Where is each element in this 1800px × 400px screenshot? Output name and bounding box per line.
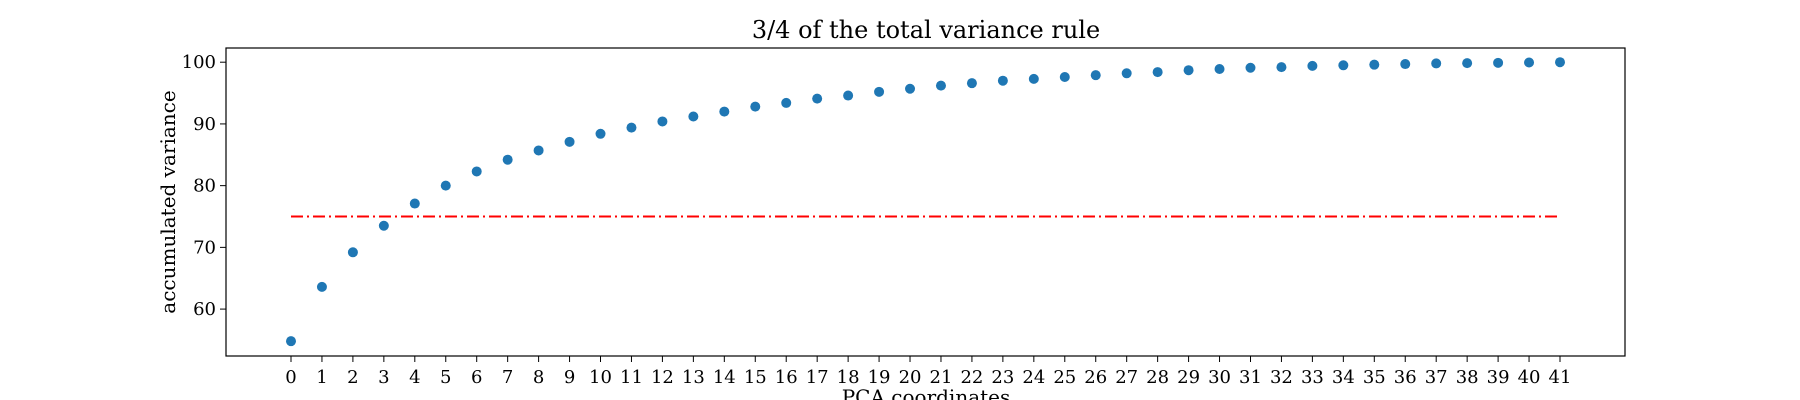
data-point [1338,60,1349,71]
x-tick-label: 15 [744,367,767,388]
data-point [1431,58,1442,69]
y-tick-label: 80 [193,176,216,197]
x-tick-label: 32 [1270,367,1293,388]
data-point [781,97,792,108]
data-point [409,198,420,209]
data-point [1152,67,1163,78]
x-tick-label: 12 [651,367,674,388]
data-point [471,166,482,177]
data-point [1183,65,1194,76]
y-tick-label: 100 [182,52,216,73]
data-point [812,93,823,104]
x-tick-label: 18 [837,367,860,388]
data-point [626,122,637,133]
data-point [316,281,327,292]
x-tick-label: 22 [960,367,983,388]
y-tick-label: 90 [193,114,216,135]
x-axis-label: PCA coordinates [842,385,1011,400]
data-point [997,75,1008,86]
data-point [564,136,575,147]
data-point [1307,60,1318,71]
x-tick-label: 1 [316,367,327,388]
data-point [1090,70,1101,81]
data-point [843,90,854,101]
data-point [657,116,668,127]
data-point [1028,73,1039,84]
data-point [1059,72,1070,83]
data-point [378,220,389,231]
x-tick-label: 17 [806,367,829,388]
x-tick-label: 8 [533,367,544,388]
x-tick-label: 25 [1053,367,1076,388]
x-tick-label: 31 [1239,367,1262,388]
y-tick-label: 60 [193,299,216,320]
data-point [1214,63,1225,74]
data-point [1400,59,1411,70]
x-tick-label: 27 [1115,367,1138,388]
data-point [966,78,977,89]
x-tick-label: 9 [564,367,575,388]
x-tick-label: 5 [440,367,451,388]
data-point [502,154,513,165]
y-axis-ticks: 60 70 80 90 100 [182,52,226,320]
x-tick-label: 23 [991,367,1014,388]
x-tick-label: 38 [1456,367,1479,388]
x-axis-ticks: 0 1 2 3 4 5 6 7 8 9 10 11 12 13 14 15 16 17 18 19 20 21 22 23 24… [285,356,1571,388]
x-tick-label: 10 [589,367,612,388]
data-point [874,86,885,97]
y-axis-label: accumulated variance [156,90,180,313]
data-point [440,180,451,191]
data-point [533,145,544,156]
x-tick-label: 4 [409,367,420,388]
x-tick-label: 41 [1549,367,1572,388]
data-point [719,106,730,117]
x-tick-label: 7 [502,367,513,388]
x-tick-label: 24 [1022,367,1045,388]
x-tick-label: 16 [775,367,798,388]
x-tick-label: 6 [471,367,482,388]
x-tick-label: 29 [1177,367,1200,388]
data-point [595,128,606,139]
plot-area-frame [225,47,1626,357]
x-tick-label: 40 [1518,367,1541,388]
y-tick-label: 70 [193,237,216,258]
data-point [1369,59,1380,70]
x-tick-label: 30 [1208,367,1231,388]
data-point [688,111,699,122]
x-tick-label: 11 [620,367,643,388]
x-tick-label: 36 [1394,367,1417,388]
data-point [1121,68,1132,79]
data-point [1276,62,1287,73]
x-tick-label: 35 [1363,367,1386,388]
data-point [750,101,761,112]
x-tick-label: 20 [899,367,922,388]
data-points [285,57,1566,347]
data-point [1493,57,1504,68]
data-point [935,80,946,91]
data-point [285,336,296,347]
x-tick-label: 34 [1332,367,1355,388]
data-point [347,247,358,258]
data-point [1555,57,1566,68]
x-tick-label: 28 [1146,367,1169,388]
x-tick-label: 33 [1301,367,1324,388]
x-tick-label: 37 [1425,367,1448,388]
chart-title: 3/4 of the total variance rule [752,16,1100,44]
x-tick-label: 21 [930,367,953,388]
data-point [1462,58,1473,69]
x-tick-label: 26 [1084,367,1107,388]
x-tick-label: 19 [868,367,891,388]
data-point [1245,62,1256,73]
x-tick-label: 2 [347,367,358,388]
data-point [905,83,916,94]
x-tick-label: 0 [285,367,296,388]
x-tick-label: 39 [1487,367,1510,388]
x-tick-label: 3 [378,367,389,388]
x-tick-label: 13 [682,367,705,388]
x-tick-label: 14 [713,367,736,388]
data-point [1524,57,1535,68]
